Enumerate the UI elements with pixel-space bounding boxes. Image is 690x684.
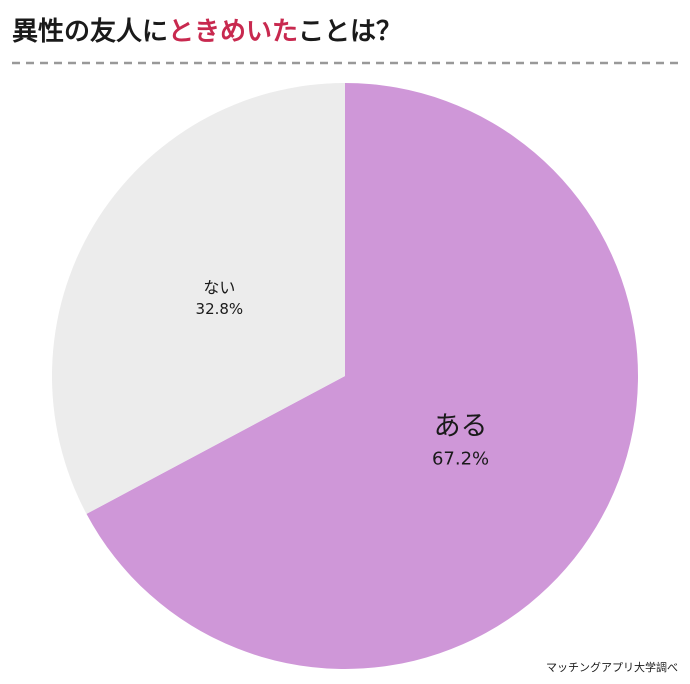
title-part: ときめいた: [168, 17, 298, 47]
pie-slice: [86, 83, 639, 669]
source-note: マッチングアプリ大学調べ: [546, 660, 678, 674]
pie-slice: [51, 83, 345, 514]
title-part: ことは？: [298, 17, 402, 47]
value-label: 67.2%: [432, 448, 489, 469]
slice-label: ない: [203, 278, 235, 297]
chart-title: 異性の友人にときめいたことは？: [12, 17, 402, 47]
slice-label: ある: [434, 411, 488, 442]
title-part: 異性の友人に: [12, 17, 168, 47]
value-label: 32.8%: [196, 300, 244, 318]
